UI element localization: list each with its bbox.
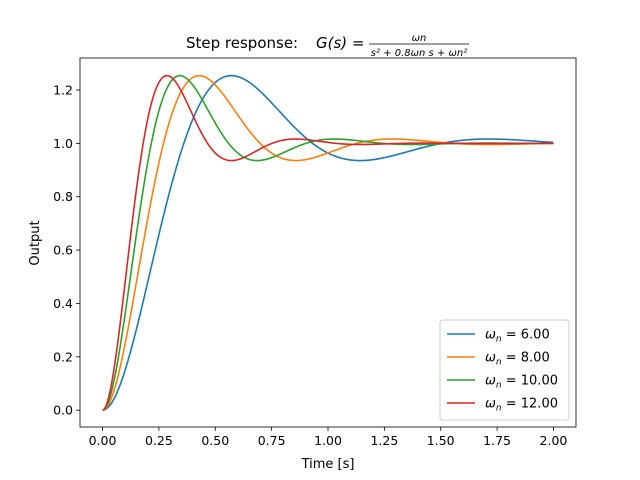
x-tick-label: 0.25 [145,433,173,448]
x-tick-label: 1.75 [483,433,511,448]
y-axis-label: Output [28,220,43,265]
x-tick-label: 1.00 [314,433,342,448]
series-line [102,74,554,411]
y-tick-label: 0.4 [53,296,73,311]
chart-title: Step response: G(s) = ωn s² + 0.8ωn s + … [186,33,469,59]
legend-frame [439,319,570,421]
legend-label: ωn = 12.00 [485,397,558,414]
y-tick-label: 0.2 [53,349,73,364]
y-tick-label: 0.8 [53,189,73,204]
title-prefix: Step response: [186,34,298,52]
x-axis-label: Time [s] [301,457,355,472]
x-tick-label: 0.75 [258,433,286,448]
title-numerator: ωn [412,33,427,44]
title-denominator: s² + 0.8ωn s + ωn² [371,48,467,59]
x-tick-label: 1.50 [427,433,455,448]
series-layer [102,74,554,411]
series-line [102,74,554,411]
y-tick-label: 0.0 [53,403,73,418]
title-lhs: G(s) = [316,34,364,52]
y-tick-label: 1.2 [53,83,73,98]
y-tick-label: 0.6 [53,243,73,258]
x-axis-ticks: 0.00 0.25 0.50 0.75 1.00 1.25 1.50 1.75 2.00 [89,427,568,448]
legend: ωn = 6.00 ωn = 8.00 ωn = 10.00 ωn = 12.00 [439,319,570,421]
y-axis-ticks: 0.0 0.2 0.4 0.6 0.8 1.0 1.2 [53,83,80,418]
x-tick-label: 2.00 [540,433,568,448]
legend-label: ωn = 10.00 [485,374,558,391]
x-tick-label: 0.00 [89,433,117,448]
x-tick-label: 0.50 [201,433,229,448]
legend-label: ωn = 6.00 [485,328,550,345]
x-tick-label: 1.25 [370,433,398,448]
legend-label: ωn = 8.00 [485,351,550,368]
y-tick-label: 1.0 [53,136,73,151]
